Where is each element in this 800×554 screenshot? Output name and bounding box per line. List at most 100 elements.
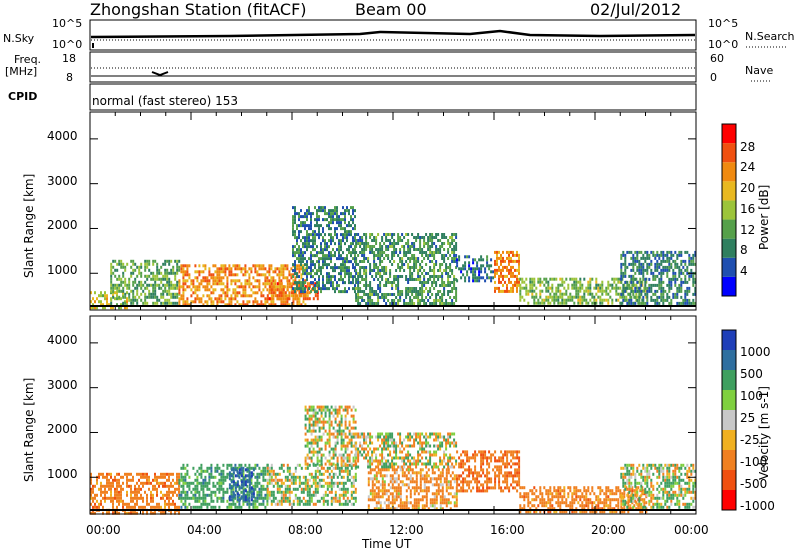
scatter-cell bbox=[638, 286, 641, 290]
scatter-cell bbox=[419, 242, 422, 245]
date-title: 02/Jul/2012 bbox=[590, 0, 682, 19]
scatter-cell bbox=[405, 302, 408, 305]
scatter-cell bbox=[447, 281, 450, 284]
scatter-cell bbox=[122, 262, 125, 266]
scatter-cell bbox=[437, 275, 440, 278]
scatter-cell bbox=[154, 289, 157, 293]
scatter-cell bbox=[443, 453, 446, 457]
scatter-cell bbox=[443, 287, 446, 290]
scatter-cell bbox=[593, 298, 596, 302]
scatter-cell bbox=[385, 462, 388, 466]
scatter-cell bbox=[162, 301, 165, 305]
scatter-cell bbox=[178, 478, 181, 482]
scatter-cell bbox=[332, 209, 334, 213]
scatter-cell bbox=[278, 297, 281, 301]
scatter-cell bbox=[270, 276, 273, 280]
scatter-cell bbox=[674, 271, 677, 275]
scatter-cell bbox=[234, 468, 237, 472]
scatter-cell bbox=[557, 298, 560, 302]
scatter-cell bbox=[350, 441, 353, 445]
scatter-cell bbox=[210, 505, 213, 509]
scatter-cell bbox=[381, 245, 384, 248]
scatter-cell bbox=[314, 272, 316, 276]
scatter-cell bbox=[514, 280, 516, 284]
scatter-cell bbox=[304, 459, 307, 463]
scatter-cell bbox=[308, 239, 310, 243]
scatter-cell bbox=[314, 230, 316, 234]
scatter-cell bbox=[98, 487, 100, 491]
scatter-cell bbox=[350, 224, 352, 228]
scatter-cell bbox=[306, 493, 309, 497]
scatter-cell bbox=[389, 242, 392, 245]
scatter-cell bbox=[306, 239, 308, 243]
scatter-cell bbox=[409, 251, 412, 254]
scatter-cell bbox=[559, 283, 562, 287]
scatter-cell bbox=[350, 281, 352, 285]
scatter-cell bbox=[264, 469, 267, 473]
scatter-cell bbox=[224, 475, 227, 479]
scatter-cell bbox=[262, 267, 265, 271]
scatter-cell bbox=[381, 450, 384, 454]
scatter-cell bbox=[90, 496, 92, 500]
scatter-cell bbox=[381, 459, 384, 463]
scatter-cell bbox=[110, 268, 113, 272]
scatter-cell bbox=[310, 438, 313, 442]
scatter-cell bbox=[316, 297, 319, 301]
mode-label: normal (fast stereo) 153 bbox=[92, 94, 239, 108]
scatter-cell bbox=[357, 290, 360, 293]
scatter-cell bbox=[236, 498, 239, 502]
scatter-cell bbox=[401, 450, 404, 454]
scatter-cell bbox=[543, 301, 546, 305]
scatter-cell bbox=[332, 218, 334, 222]
scatter-cell bbox=[304, 297, 307, 301]
scatter-cell bbox=[324, 287, 326, 291]
scatter-cell bbox=[230, 273, 233, 277]
scatter-cell bbox=[613, 286, 616, 290]
scatter-cell bbox=[156, 268, 159, 272]
scatter-cell bbox=[284, 264, 287, 268]
scatter-cell bbox=[417, 456, 420, 460]
scatter-cell bbox=[411, 275, 414, 278]
scatter-cell bbox=[322, 266, 324, 270]
scatter-cell bbox=[304, 432, 307, 436]
scatter-cell bbox=[393, 254, 396, 257]
scatter-cell bbox=[116, 493, 118, 497]
scatter-cell bbox=[365, 233, 368, 236]
scatter-cell bbox=[326, 287, 328, 291]
scatter-cell bbox=[258, 475, 261, 479]
scatter-cell bbox=[502, 256, 504, 260]
scatter-cell bbox=[288, 279, 291, 283]
scatter-cell bbox=[342, 459, 345, 463]
scatter-cell bbox=[232, 273, 235, 277]
scatter-cell bbox=[399, 269, 402, 272]
scatter-cell bbox=[204, 496, 207, 500]
scatter-cell bbox=[684, 298, 687, 302]
scatter-cell bbox=[254, 505, 257, 509]
scatter-cell bbox=[310, 260, 312, 264]
scatter-cell bbox=[334, 263, 336, 267]
scatter-cell bbox=[312, 462, 315, 466]
scatter-cell bbox=[403, 251, 406, 254]
scatter-cell bbox=[539, 301, 542, 305]
scatter-cell bbox=[304, 408, 307, 412]
scatter-cell bbox=[254, 279, 257, 283]
scatter-cell bbox=[204, 264, 207, 268]
scatter-cell bbox=[214, 493, 217, 497]
scatter-cell bbox=[354, 248, 356, 252]
scatter-cell bbox=[206, 279, 209, 283]
scatter-cell bbox=[439, 239, 442, 242]
scatter-cell bbox=[226, 267, 229, 271]
scatter-cell bbox=[168, 289, 171, 293]
scatter-cell bbox=[658, 265, 661, 269]
scatter-cell bbox=[294, 469, 297, 473]
scatter-cell bbox=[170, 268, 173, 272]
scatter-cell bbox=[302, 260, 304, 264]
scatter-cell bbox=[599, 289, 602, 293]
scatter-cell bbox=[622, 298, 625, 302]
scatter-cell bbox=[328, 490, 331, 494]
scatter-cell bbox=[262, 499, 265, 503]
scatter-cell bbox=[393, 441, 396, 445]
scatter-cell bbox=[170, 496, 172, 500]
scatter-cell bbox=[254, 300, 257, 304]
scatter-cell bbox=[630, 274, 633, 278]
